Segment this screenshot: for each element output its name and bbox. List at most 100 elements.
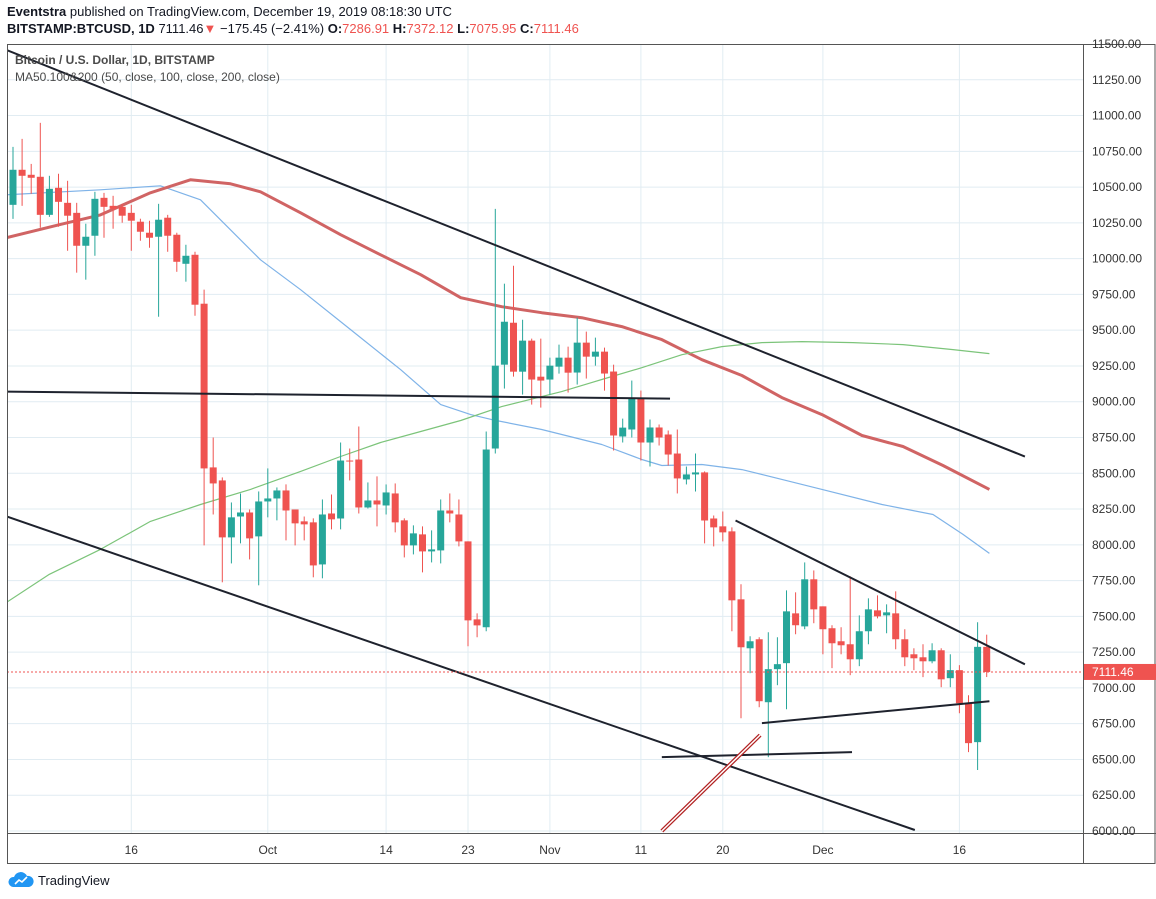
- candle: [91, 191, 99, 256]
- candle-body: [919, 657, 927, 662]
- candle: [346, 448, 354, 481]
- candle: [710, 515, 718, 547]
- candle-body: [864, 609, 872, 632]
- candle-body: [155, 219, 163, 237]
- candle: [528, 338, 536, 405]
- candle: [637, 390, 645, 461]
- candle: [946, 654, 954, 688]
- candle: [546, 357, 554, 395]
- tradingview-logo[interactable]: TradingView: [8, 872, 110, 888]
- candle-body: [328, 513, 335, 520]
- open-label: O:: [327, 21, 343, 36]
- trend-line-red-arrow-inner: [661, 734, 761, 832]
- candle-body: [373, 500, 381, 505]
- candle-body: [91, 198, 99, 236]
- indicator-legend[interactable]: MA50.100&200 (50, close, 100, close, 200…: [15, 70, 280, 84]
- trend-line-horizontal-resistance: [7, 390, 671, 400]
- candle-body: [946, 670, 954, 679]
- candle: [874, 595, 881, 619]
- high-label: H:: [392, 21, 407, 36]
- price-axis-label: 8500.00: [1092, 466, 1136, 480]
- candle-body: [346, 460, 354, 462]
- candle-body: [573, 342, 581, 373]
- candle-body: [728, 531, 736, 601]
- candle: [582, 331, 590, 379]
- candle: [164, 214, 172, 252]
- candle-body: [801, 579, 809, 627]
- candle-body: [209, 467, 217, 484]
- candle: [619, 418, 627, 443]
- candle-body: [582, 342, 590, 357]
- down-arrow-icon: ▼: [203, 21, 217, 36]
- candle: [910, 648, 918, 671]
- candle-body: [382, 492, 390, 506]
- candle-body: [955, 670, 963, 704]
- candle: [510, 265, 517, 377]
- candle-body: [719, 526, 727, 533]
- candle: [792, 592, 800, 635]
- time-axis-label: 11: [635, 843, 648, 857]
- low-value: 7075.95: [469, 21, 517, 36]
- candle-body: [737, 599, 745, 648]
- candle: [810, 570, 818, 624]
- candle: [64, 180, 72, 251]
- candle: [373, 476, 381, 527]
- candle: [837, 627, 845, 655]
- candle-body: [182, 255, 190, 264]
- candle: [146, 220, 153, 248]
- chart-pane: [7, 44, 1083, 833]
- candle-body: [27, 174, 35, 178]
- candle-body: [136, 221, 144, 232]
- candle-body: [783, 611, 790, 664]
- last-price: 7111.46: [158, 21, 204, 36]
- price-axis-label: 8000.00: [1092, 538, 1136, 552]
- candle-body: [118, 206, 126, 216]
- price-axis-label: 9250.00: [1092, 359, 1136, 373]
- candle-body: [337, 460, 345, 519]
- price-axis-label: 7750.00: [1092, 574, 1136, 588]
- candle: [55, 173, 62, 227]
- trend-line-support-line: [661, 751, 853, 759]
- high-value: 7372.12: [406, 21, 454, 36]
- candle-body: [855, 631, 863, 660]
- candle-body: [901, 639, 909, 658]
- candle: [118, 203, 126, 223]
- close-label: C:: [520, 21, 534, 36]
- candle: [182, 244, 190, 282]
- price-axis-label: 7500.00: [1092, 609, 1136, 623]
- candle: [136, 218, 144, 241]
- candle: [100, 192, 108, 238]
- candle-body: [928, 650, 936, 662]
- candle-body: [701, 472, 709, 521]
- candle: [464, 541, 472, 647]
- price-axis-label: 7250.00: [1092, 645, 1136, 659]
- candle-body: [537, 376, 545, 381]
- moving-average-ma100: [7, 178, 991, 491]
- candle: [400, 518, 408, 558]
- moving-average-ma50: [7, 185, 990, 554]
- publish-info: Eventstra published on TradingView.com, …: [7, 4, 452, 19]
- candle: [855, 615, 863, 667]
- candle-body: [755, 639, 763, 702]
- close-value: 7111.46: [533, 21, 579, 36]
- author-name[interactable]: Eventstra: [7, 4, 67, 19]
- candle: [73, 202, 81, 273]
- candle: [446, 493, 454, 523]
- candle: [682, 466, 690, 485]
- candle: [655, 424, 663, 446]
- candle: [701, 471, 709, 544]
- price-axis-label: 8750.00: [1092, 431, 1136, 445]
- candle-body: [655, 427, 663, 438]
- candle-body: [983, 646, 991, 672]
- candle-body: [883, 612, 891, 616]
- candle-body: [237, 512, 244, 517]
- candle-body: [510, 322, 517, 372]
- chart-border: [7, 44, 1156, 864]
- candle: [628, 380, 636, 438]
- candle: [673, 429, 681, 494]
- candle: [928, 643, 936, 664]
- candle-body: [446, 510, 454, 514]
- candle-body: [673, 453, 681, 479]
- candle: [218, 477, 226, 583]
